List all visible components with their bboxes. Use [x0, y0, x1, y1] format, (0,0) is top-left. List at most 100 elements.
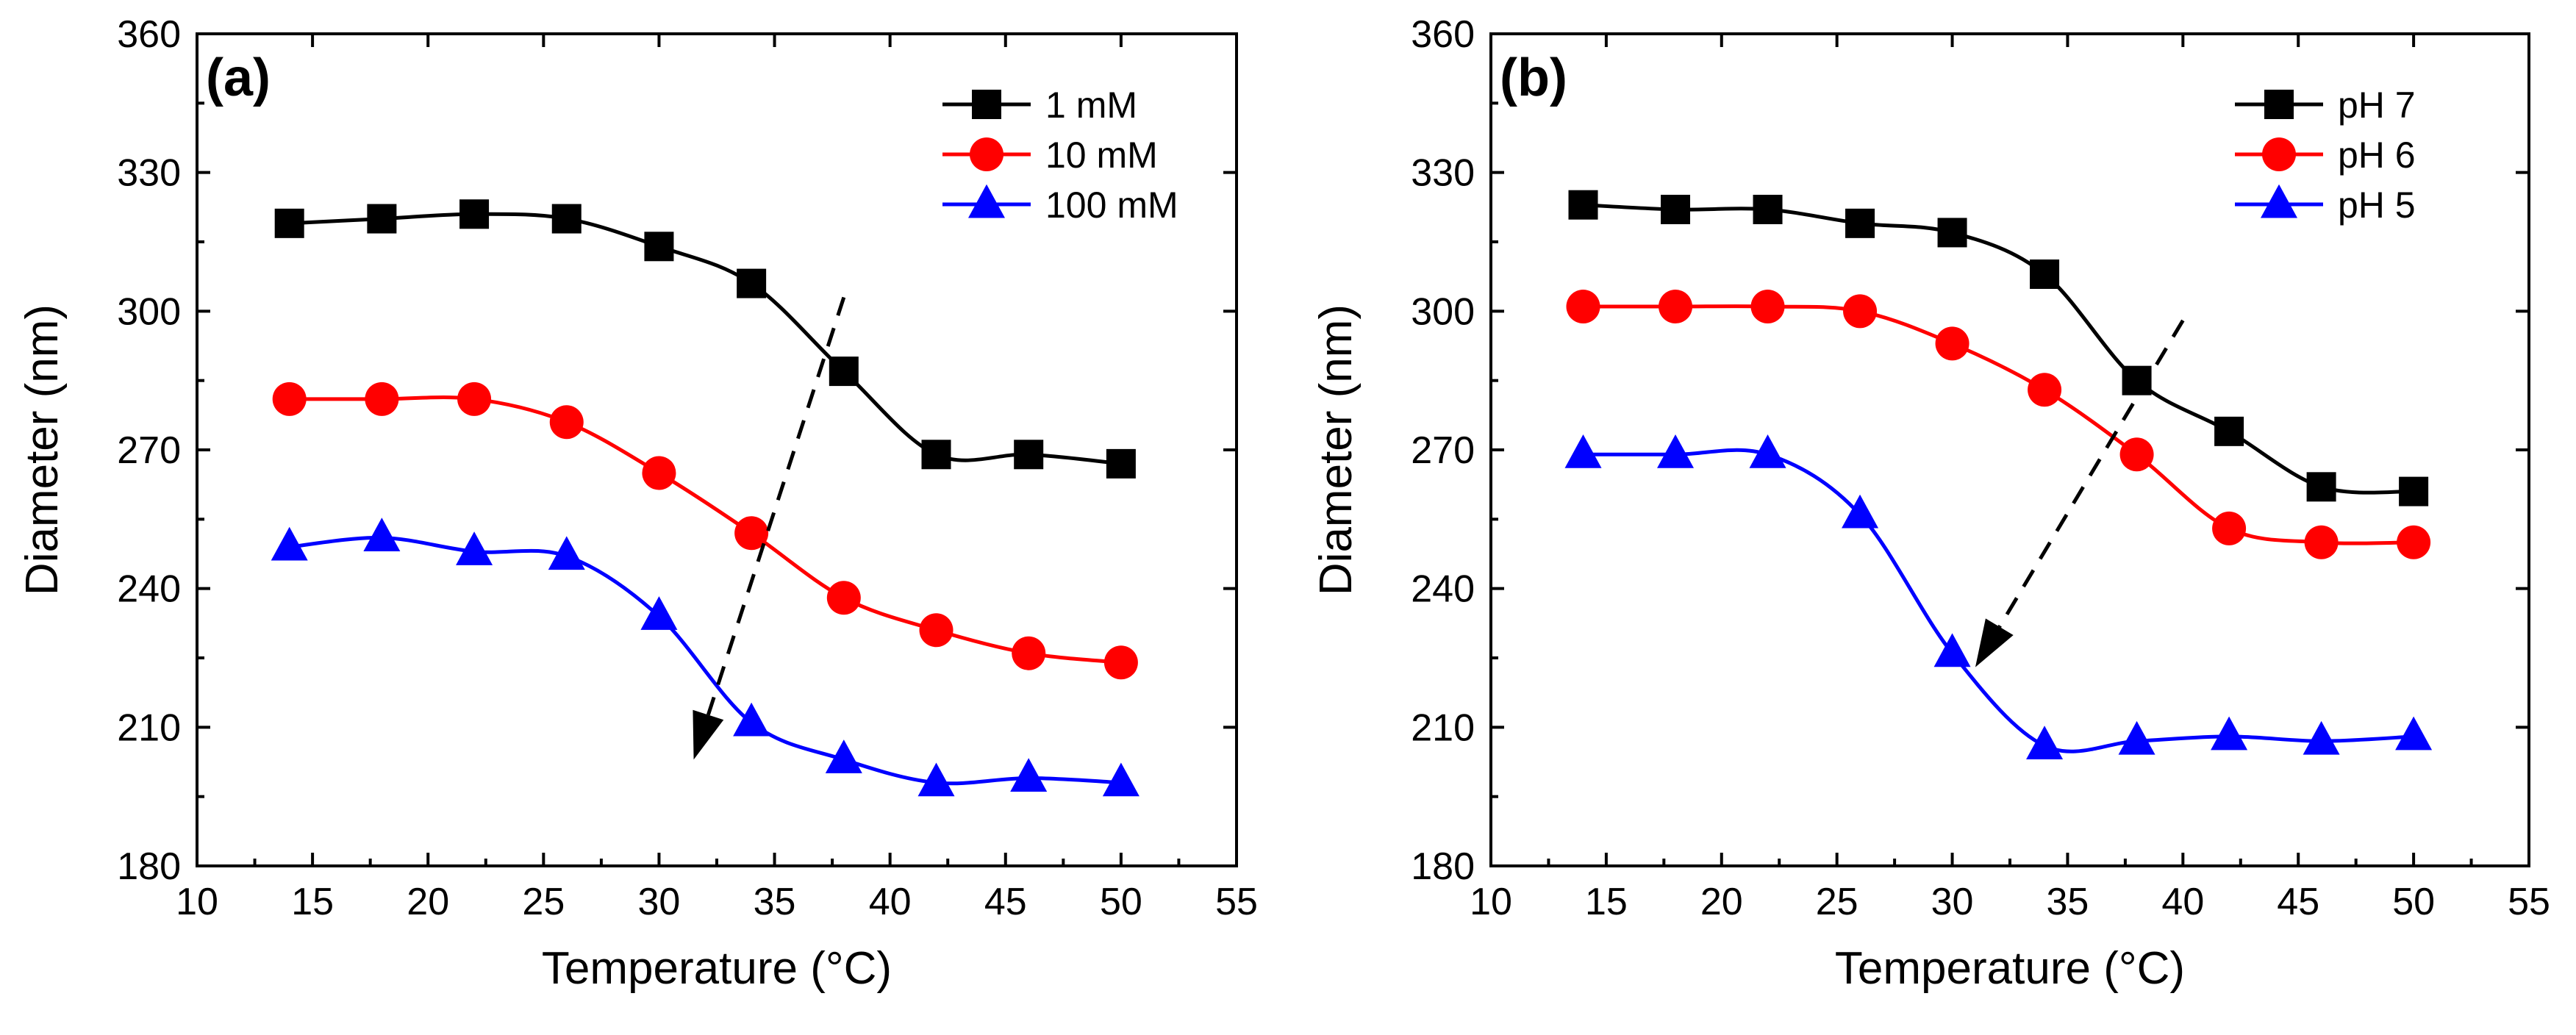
- y-tick-label: 210: [1411, 706, 1475, 749]
- data-point: [1935, 326, 1969, 361]
- data-point: [1750, 290, 1785, 324]
- legend-marker: [2261, 184, 2297, 218]
- legend-label: pH 5: [2338, 185, 2416, 226]
- data-point: [363, 518, 401, 551]
- data-point: [456, 531, 493, 565]
- data-point: [1568, 190, 1598, 220]
- legend-label: pH 7: [2338, 85, 2416, 126]
- legend-marker: [2262, 137, 2296, 171]
- data-point: [1564, 434, 1602, 468]
- x-tick-label: 35: [2047, 881, 2089, 923]
- data-point: [457, 382, 492, 416]
- x-tick-label: 25: [1816, 881, 1858, 923]
- x-tick-label: 25: [522, 881, 565, 923]
- data-point: [1102, 762, 1139, 797]
- panel-label: (b): [1500, 49, 1567, 107]
- data-point: [1103, 645, 1138, 680]
- panel-a: 10 15 20 25 30 35 40 45 50 55 180 210 240 270 300 330 36…: [17, 13, 1258, 994]
- data-point: [1659, 290, 1693, 324]
- data-point: [1933, 633, 1971, 667]
- series-ph-5: [1564, 434, 2433, 759]
- data-point: [1749, 434, 1786, 468]
- data-point: [1012, 636, 1046, 670]
- data-point: [1566, 290, 1600, 324]
- x-tick-label: 10: [176, 881, 218, 923]
- y-tick-label: 330: [1411, 152, 1475, 195]
- data-point: [2211, 716, 2248, 751]
- data-point: [2212, 511, 2247, 545]
- legend-label: 1 mM: [1045, 85, 1137, 126]
- legend-marker: [972, 90, 1001, 119]
- y-tick-label: 210: [117, 706, 181, 749]
- y-tick-label: 300: [1411, 290, 1475, 333]
- y-tick-label: 270: [117, 429, 181, 472]
- legend-label: 10 mM: [1045, 135, 1158, 176]
- y-tick-label: 360: [1411, 13, 1475, 56]
- x-tick-label: 50: [2392, 881, 2435, 923]
- data-point: [1843, 294, 1878, 329]
- panel-b: 10 15 20 25 30 35 40 45 50 55 180 210 240 270 300 330 36…: [1311, 13, 2550, 994]
- y-tick-label: 180: [117, 845, 181, 888]
- panel-label: (a): [206, 49, 271, 107]
- data-point: [459, 199, 490, 229]
- data-point: [271, 526, 308, 561]
- trend-arrow-line: [1997, 319, 2185, 628]
- x-tick-label: 40: [2161, 881, 2204, 923]
- series-line: [289, 395, 1122, 665]
- x-axis-title: Temperature (°C): [542, 943, 892, 994]
- x-tick-label: 40: [869, 881, 912, 923]
- x-tick-label: 55: [2508, 881, 2550, 923]
- trend-arrow-head: [693, 709, 724, 760]
- data-point: [2304, 525, 2339, 559]
- x-tick-label: 15: [1585, 881, 1628, 923]
- y-tick-label: 270: [1411, 429, 1475, 472]
- x-tick-label: 45: [2277, 881, 2319, 923]
- data-point: [367, 204, 397, 234]
- data-point: [551, 204, 582, 234]
- series-line: [289, 212, 1122, 466]
- legend-marker: [970, 137, 1003, 171]
- y-tick-label: 240: [117, 568, 181, 611]
- x-tick-label: 30: [638, 881, 681, 923]
- data-point: [2118, 720, 2155, 755]
- data-point: [1661, 194, 1691, 224]
- data-point: [2397, 525, 2431, 559]
- y-tick-label: 360: [117, 13, 181, 56]
- data-point: [1014, 440, 1044, 470]
- data-point: [1657, 434, 1695, 468]
- y-tick-label: 330: [117, 152, 181, 195]
- data-point: [917, 762, 955, 797]
- data-point: [733, 702, 770, 737]
- data-point: [829, 357, 859, 387]
- legend-label: pH 6: [2338, 135, 2416, 176]
- data-point: [365, 382, 399, 416]
- data-point: [919, 613, 954, 648]
- data-point: [2395, 716, 2433, 751]
- trend-arrow-line: [706, 296, 846, 716]
- data-point: [1753, 194, 1783, 224]
- data-point: [644, 232, 674, 262]
- data-point: [2214, 416, 2244, 446]
- series-line: [1583, 304, 2414, 545]
- x-tick-label: 35: [754, 881, 796, 923]
- series-1-mm: [274, 199, 1136, 479]
- data-point: [1842, 494, 1879, 529]
- data-point: [2399, 476, 2429, 506]
- data-point: [1845, 208, 1875, 238]
- data-point: [1106, 448, 1136, 479]
- legend-marker: [2264, 90, 2294, 119]
- series-100-mm: [271, 518, 1139, 797]
- y-tick-label: 180: [1411, 845, 1475, 888]
- data-point: [921, 440, 951, 470]
- data-point: [2306, 472, 2336, 502]
- series-line: [289, 535, 1122, 786]
- series-10-mm: [272, 382, 1138, 680]
- y-tick-label: 300: [117, 290, 181, 333]
- series-ph-7: [1568, 190, 2429, 506]
- data-point: [1010, 758, 1048, 792]
- x-axis-title: Temperature (°C): [1835, 943, 2185, 994]
- x-tick-label: 20: [1700, 881, 1743, 923]
- data-point: [642, 456, 676, 490]
- series-line: [1583, 203, 2414, 495]
